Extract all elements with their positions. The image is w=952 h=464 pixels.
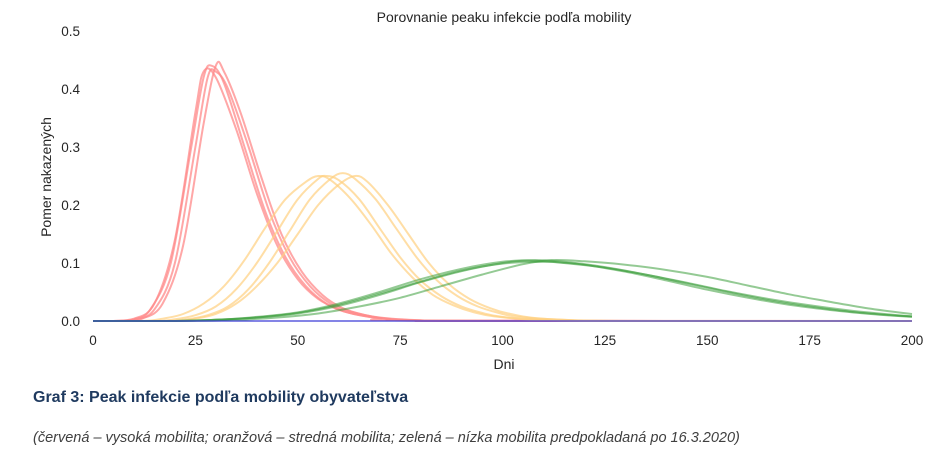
x-tick-label: 100 bbox=[491, 333, 514, 348]
series-line-low-mobility bbox=[93, 260, 913, 323]
y-tick-label: 0.4 bbox=[61, 82, 80, 97]
figure-caption-subtitle: (červená – vysoká mobilita; oranžová – s… bbox=[33, 430, 740, 446]
series-line-high-mobility bbox=[93, 68, 912, 323]
tick-layer: 0 25 50 75 100 125 150 175 200 0.0 0.1 0.2 0.3 0.4 0.5 bbox=[61, 24, 923, 348]
x-tick-label: 50 bbox=[290, 333, 305, 348]
series-line-medium-mobility bbox=[93, 174, 912, 323]
chart-title: Porovnanie peaku infekcie podľa mobility bbox=[377, 9, 632, 25]
y-tick-label: 0.3 bbox=[61, 140, 80, 155]
x-tick-label: 200 bbox=[901, 333, 924, 348]
figure-caption-title: Graf 3: Peak infekcie podľa mobility oby… bbox=[33, 389, 409, 406]
series-line-medium-mobility bbox=[93, 172, 912, 323]
x-tick-label: 0 bbox=[89, 333, 97, 348]
x-axis-label: Dni bbox=[493, 356, 514, 372]
series-line-medium-mobility bbox=[93, 174, 912, 323]
x-tick-label: 175 bbox=[798, 333, 821, 348]
y-axis-label: Pomer nakazených bbox=[38, 117, 54, 237]
x-tick-label: 125 bbox=[594, 333, 617, 348]
y-tick-label: 0.0 bbox=[61, 314, 80, 329]
y-tick-label: 0.2 bbox=[61, 198, 80, 213]
x-tick-label: 150 bbox=[696, 333, 719, 348]
x-tick-label: 25 bbox=[188, 333, 203, 348]
x-tick-label: 75 bbox=[393, 333, 408, 348]
y-tick-label: 0.1 bbox=[61, 256, 80, 271]
series-layer bbox=[93, 60, 913, 323]
series-line-high-mobility bbox=[93, 60, 912, 323]
series-line-high-mobility bbox=[93, 64, 913, 322]
y-tick-label: 0.5 bbox=[61, 24, 80, 39]
series-line-medium-mobility bbox=[93, 174, 912, 323]
series-line-high-mobility bbox=[93, 67, 912, 323]
infection-peak-chart: Porovnanie peaku infekcie podľa mobility… bbox=[38, 9, 923, 372]
